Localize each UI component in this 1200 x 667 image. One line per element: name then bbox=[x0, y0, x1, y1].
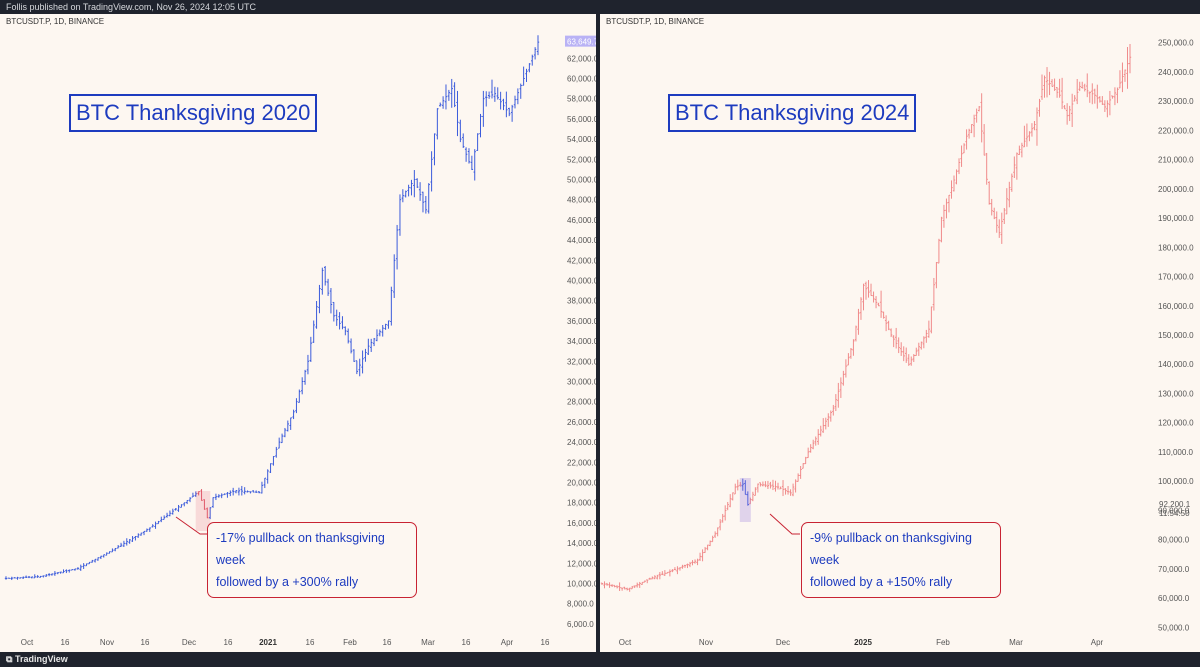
tradingview-logo: ⧉ TradingView bbox=[6, 654, 68, 664]
y-tick-label: 140,000.0 bbox=[1158, 360, 1194, 369]
y-tick-label: 16,000.0 bbox=[567, 519, 596, 528]
x-tick-label: Nov bbox=[699, 638, 713, 647]
x-tick-label: Oct bbox=[21, 638, 34, 647]
y-tick-label: 190,000.0 bbox=[1158, 214, 1194, 223]
bar-countdown-label: 11:54:50 bbox=[1159, 509, 1190, 518]
y-tick-label: 160,000.0 bbox=[1158, 302, 1194, 311]
y-tick-label: 38,000.0 bbox=[567, 297, 596, 306]
y-tick-label: 18,000.0 bbox=[567, 499, 596, 508]
y-tick-label: 50,000.0 bbox=[567, 176, 596, 185]
chart-title: BTC Thanksgiving 2024 bbox=[668, 94, 917, 132]
x-tick-label: 16 bbox=[383, 638, 392, 647]
y-tick-label: 30,000.0 bbox=[567, 378, 596, 387]
annotation-pointer bbox=[769, 513, 800, 535]
annotation-line-1: -9% pullback on thanksgiving week bbox=[810, 531, 972, 567]
x-tick-label: 16 bbox=[224, 638, 233, 647]
y-tick-label: 180,000.0 bbox=[1158, 243, 1194, 252]
x-tick-label: 16 bbox=[141, 638, 150, 647]
y-tick-label: 240,000.0 bbox=[1158, 68, 1194, 77]
y-tick-label: 230,000.0 bbox=[1158, 97, 1194, 106]
current-price-label: 63,649.7 bbox=[567, 38, 596, 47]
pullback-highlight bbox=[739, 478, 751, 522]
y-tick-label: 210,000.0 bbox=[1158, 156, 1194, 165]
chart-title: BTC Thanksgiving 2020 bbox=[69, 94, 318, 132]
y-tick-label: 48,000.0 bbox=[567, 196, 596, 205]
x-tick-label: Oct bbox=[619, 638, 632, 647]
y-tick-label: 14,000.0 bbox=[567, 539, 596, 548]
annotation-box: -9% pullback on thanksgiving week follow… bbox=[801, 522, 1001, 598]
y-tick-label: 36,000.0 bbox=[567, 317, 596, 326]
y-tick-label: 50,000.0 bbox=[1158, 623, 1190, 632]
x-tick-label: Nov bbox=[100, 638, 114, 647]
publish-info: Follis published on TradingView.com, Nov… bbox=[6, 2, 256, 12]
x-tick-label: 2025 bbox=[854, 638, 872, 647]
y-tick-label: 120,000.0 bbox=[1158, 419, 1194, 428]
x-tick-label: Apr bbox=[501, 638, 514, 647]
y-tick-label: 110,000.0 bbox=[1158, 448, 1194, 457]
y-tick-label: 46,000.0 bbox=[567, 216, 596, 225]
y-tick-label: 56,000.0 bbox=[567, 115, 596, 124]
annotation-pointer bbox=[175, 516, 208, 535]
chart-2020[interactable]: 62,000.0 60,000.0 58,000.0 56,000.0 54,000.0… bbox=[0, 14, 596, 652]
y-tick-label: 58,000.0 bbox=[567, 95, 596, 104]
annotation-line-2: followed by a +150% rally bbox=[810, 575, 953, 589]
x-tick-label: 16 bbox=[306, 638, 315, 647]
x-tick-label: Mar bbox=[1009, 638, 1023, 647]
y-tick-label: 40,000.0 bbox=[567, 277, 596, 286]
y-tick-label: 62,000.0 bbox=[567, 54, 596, 63]
footer-bar: ⧉ TradingView bbox=[0, 652, 1200, 667]
brand-text: TradingView bbox=[14, 654, 68, 664]
y-tick-label: 12,000.0 bbox=[567, 559, 596, 568]
y-tick-label: 150,000.0 bbox=[1158, 331, 1194, 340]
y-tick-label: 34,000.0 bbox=[567, 337, 596, 346]
annotation-box: -17% pullback on thanksgiving week follo… bbox=[207, 522, 417, 598]
publish-header: Follis published on TradingView.com, Nov… bbox=[0, 0, 1200, 14]
chart-panel-2020[interactable]: BTCUSDT.P, 1D, BINANCE 62,000.0 60,000.0 5… bbox=[0, 14, 596, 652]
x-tick-label: Apr bbox=[1091, 638, 1104, 647]
x-tick-label: Mar bbox=[421, 638, 435, 647]
y-tick-label: 130,000.0 bbox=[1158, 389, 1194, 398]
y-tick-label: 8,000.0 bbox=[567, 600, 594, 609]
y-tick-label: 170,000.0 bbox=[1158, 273, 1194, 282]
chart-2024[interactable]: 250,000.0 240,000.0 230,000.0 220,000.0 210,… bbox=[600, 14, 1200, 652]
y-tick-label: 200,000.0 bbox=[1158, 185, 1194, 194]
y-tick-label: 220,000.0 bbox=[1158, 126, 1194, 135]
x-tick-label: 16 bbox=[462, 638, 471, 647]
pullback-highlight bbox=[195, 491, 211, 531]
x-tick-label: Dec bbox=[776, 638, 790, 647]
current-price-tag bbox=[565, 35, 596, 47]
y-tick-label: 24,000.0 bbox=[567, 438, 596, 447]
chart-panel-2024[interactable]: BTCUSDT.P, 1D, BINANCE 250,000.0 240,000.… bbox=[600, 14, 1200, 652]
y-tick-label: 70,000.0 bbox=[1158, 565, 1190, 574]
x-tick-label: 16 bbox=[541, 638, 550, 647]
y-tick-label: 100,000.0 bbox=[1158, 477, 1194, 486]
y-tick-label: 22,000.0 bbox=[567, 458, 596, 467]
y-tick-label: 60,000.0 bbox=[1158, 594, 1190, 603]
y-tick-label: 54,000.0 bbox=[567, 135, 596, 144]
y-tick-label: 80,000.0 bbox=[1158, 536, 1190, 545]
y-tick-label: 42,000.0 bbox=[567, 256, 596, 265]
y-tick-label: 32,000.0 bbox=[567, 357, 596, 366]
x-tick-label: 2021 bbox=[259, 638, 277, 647]
y-tick-label: 52,000.0 bbox=[567, 155, 596, 164]
y-tick-label: 20,000.0 bbox=[567, 479, 596, 488]
y-tick-label: 250,000.0 bbox=[1158, 39, 1194, 48]
x-tick-label: Feb bbox=[343, 638, 357, 647]
y-tick-label: 6,000.0 bbox=[567, 620, 594, 629]
symbol-label: BTCUSDT.P, 1D, BINANCE bbox=[6, 17, 105, 26]
annotation-line-2: followed by a +300% rally bbox=[216, 575, 359, 589]
y-tick-label: 10,000.0 bbox=[567, 580, 596, 589]
current-price-label: 92,200.1 bbox=[1159, 500, 1191, 509]
panel-divider bbox=[596, 14, 600, 652]
y-tick-label: 60,000.0 bbox=[567, 75, 596, 84]
y-tick-label: 26,000.0 bbox=[567, 418, 596, 427]
y-tick-label: 90,000.0 bbox=[1158, 506, 1190, 515]
symbol-label: BTCUSDT.P, 1D, BINANCE bbox=[606, 17, 705, 26]
x-tick-label: Dec bbox=[182, 638, 196, 647]
x-tick-label: Feb bbox=[936, 638, 950, 647]
annotation-line-1: -17% pullback on thanksgiving week bbox=[216, 531, 385, 567]
y-tick-label: 44,000.0 bbox=[567, 236, 596, 245]
x-tick-label: 16 bbox=[61, 638, 70, 647]
y-tick-label: 28,000.0 bbox=[567, 398, 596, 407]
